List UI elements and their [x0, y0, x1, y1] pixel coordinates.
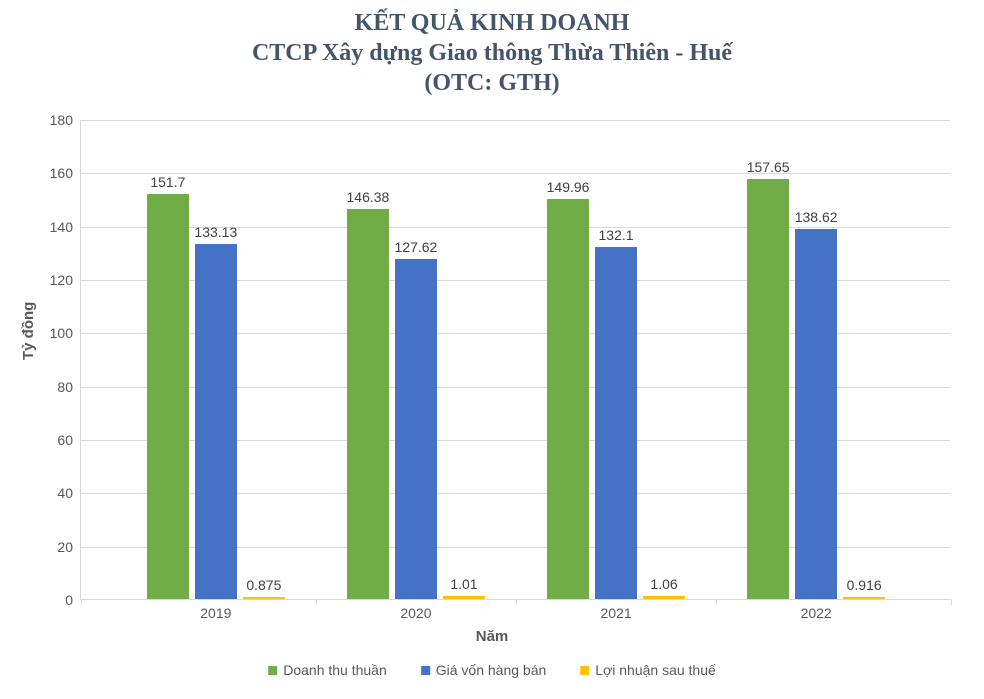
- y-axis-title: Tỷ đồng: [20, 302, 37, 360]
- bar: [195, 244, 237, 599]
- legend-swatch: [580, 666, 589, 675]
- y-tick-label: 60: [57, 432, 81, 448]
- bar: [243, 597, 285, 599]
- chart-container: KẾT QUẢ KINH DOANH CTCP Xây dựng Giao th…: [0, 0, 984, 699]
- y-tick-label: 100: [50, 325, 81, 341]
- x-tick-label: 2022: [801, 599, 832, 621]
- grid-line: [81, 120, 950, 121]
- grid-line: [81, 173, 950, 174]
- y-tick-label: 20: [57, 539, 81, 555]
- title-line-3: (OTC: GTH): [0, 68, 984, 98]
- title-line-2: CTCP Xây dựng Giao thông Thừa Thiên - Hu…: [0, 38, 984, 68]
- bar: [795, 229, 837, 599]
- y-tick-label: 160: [50, 165, 81, 181]
- x-tick-label: 2020: [400, 599, 431, 621]
- bar: [547, 199, 589, 599]
- data-label: 146.38: [347, 189, 390, 205]
- data-label: 0.916: [847, 577, 882, 593]
- data-label: 138.62: [795, 209, 838, 225]
- chart-title: KẾT QUẢ KINH DOANH CTCP Xây dựng Giao th…: [0, 0, 984, 98]
- y-tick-label: 0: [65, 592, 81, 608]
- bar: [843, 597, 885, 599]
- plot-wrap: 0204060801001201401601802019151.7133.130…: [80, 120, 950, 600]
- plot-area: 0204060801001201401601802019151.7133.130…: [80, 120, 950, 600]
- data-label: 151.7: [150, 174, 185, 190]
- legend-label: Giá vốn hàng bán: [436, 662, 547, 678]
- data-label: 0.875: [246, 577, 281, 593]
- data-label: 132.1: [599, 227, 634, 243]
- data-label: 133.13: [194, 224, 237, 240]
- legend-label: Doanh thu thuần: [283, 662, 387, 678]
- bar: [347, 209, 389, 599]
- bar: [443, 596, 485, 599]
- bar: [595, 247, 637, 599]
- bar: [643, 596, 685, 599]
- y-tick-label: 40: [57, 485, 81, 501]
- x-tick-label: 2019: [200, 599, 231, 621]
- bar: [395, 259, 437, 599]
- data-label: 1.01: [450, 576, 477, 592]
- x-tick-mark: [516, 599, 517, 605]
- x-axis-title: Năm: [476, 628, 509, 645]
- data-label: 1.06: [650, 576, 677, 592]
- legend-label: Lợi nhuận sau thuế: [595, 662, 716, 678]
- legend-item: Lợi nhuận sau thuế: [580, 662, 716, 678]
- title-line-1: KẾT QUẢ KINH DOANH: [0, 8, 984, 38]
- x-tick-label: 2021: [600, 599, 631, 621]
- legend-item: Doanh thu thuần: [268, 662, 387, 678]
- x-tick-mark: [716, 599, 717, 605]
- x-tick-mark: [316, 599, 317, 605]
- y-tick-label: 120: [50, 272, 81, 288]
- y-tick-label: 180: [50, 112, 81, 128]
- y-tick-label: 80: [57, 379, 81, 395]
- data-label: 127.62: [395, 239, 438, 255]
- bar: [147, 194, 189, 599]
- x-tick-mark: [951, 599, 952, 605]
- legend-swatch: [421, 666, 430, 675]
- legend-swatch: [268, 666, 277, 675]
- y-tick-label: 140: [50, 219, 81, 235]
- legend: Doanh thu thuần Giá vốn hàng bán Lợi nhuận…: [268, 662, 716, 678]
- legend-item: Giá vốn hàng bán: [421, 662, 547, 678]
- x-tick-mark: [81, 599, 82, 605]
- data-label: 157.65: [747, 159, 790, 175]
- data-label: 149.96: [547, 179, 590, 195]
- bar: [747, 179, 789, 599]
